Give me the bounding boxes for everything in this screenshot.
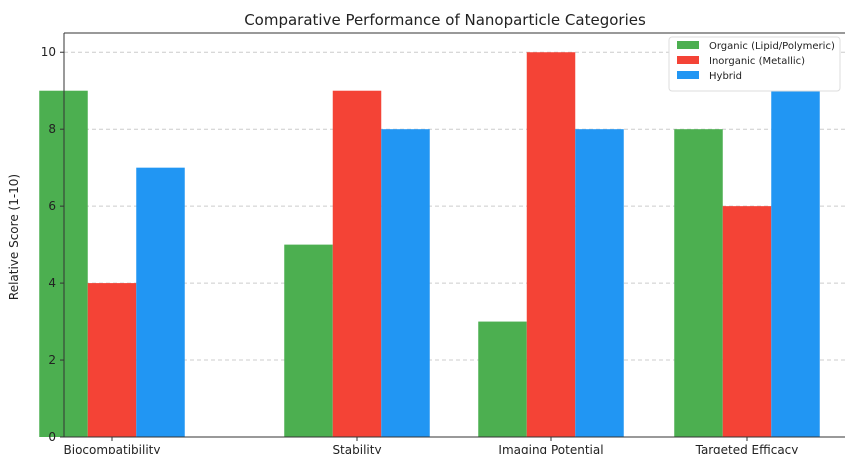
- y-tick-label: 4: [48, 276, 56, 290]
- axes: [63, 32, 845, 438]
- bar-0-3: [674, 129, 723, 437]
- x-tick-label: Imaging Potential: [498, 443, 603, 454]
- legend-swatch: [677, 56, 699, 64]
- y-tick-label: 10: [41, 45, 56, 59]
- x-ticks: Biocompatibility Stability Imaging Potenti…: [64, 437, 799, 457]
- bar-2-1: [381, 129, 430, 437]
- bar-1-1: [332, 90, 382, 437]
- x-tick-label: Targeted Efficacy: [695, 443, 799, 454]
- legend: Organic (Lipid/Polymeric) Inorganic (Meta…: [668, 36, 841, 92]
- legend-label: Hybrid: [709, 71, 742, 82]
- bar-2-0: [136, 167, 185, 437]
- bar-0-2: [478, 321, 527, 437]
- bars: [39, 52, 820, 437]
- y-tick-label: 0: [48, 430, 56, 444]
- y-ticks: 0 2 4 6 8 10: [41, 45, 64, 444]
- x-tick-label: Biocompatibility: [64, 443, 161, 454]
- legend-box: [668, 36, 841, 92]
- legend-label: Inorganic (Metallic): [709, 56, 805, 67]
- legend-label: Organic (Lipid/Polymeric): [709, 41, 835, 52]
- bar-2-3: [771, 90, 820, 437]
- bar-1-3: [722, 206, 772, 437]
- bar-1-0: [87, 283, 137, 437]
- bar-0-1: [284, 244, 333, 437]
- y-axis-label: Relative Score (1-10): [7, 174, 21, 300]
- chart-title: Comparative Performance of Nanoparticle …: [244, 11, 646, 29]
- y-tick-label: 8: [48, 122, 56, 136]
- x-tick-label: Stability: [332, 443, 381, 454]
- bar-1-2: [526, 52, 576, 437]
- legend-swatch: [677, 71, 699, 79]
- y-tick-label: 2: [48, 353, 56, 367]
- bar-2-2: [575, 129, 624, 437]
- y-tick-label: 6: [48, 199, 56, 213]
- legend-swatch: [677, 41, 699, 49]
